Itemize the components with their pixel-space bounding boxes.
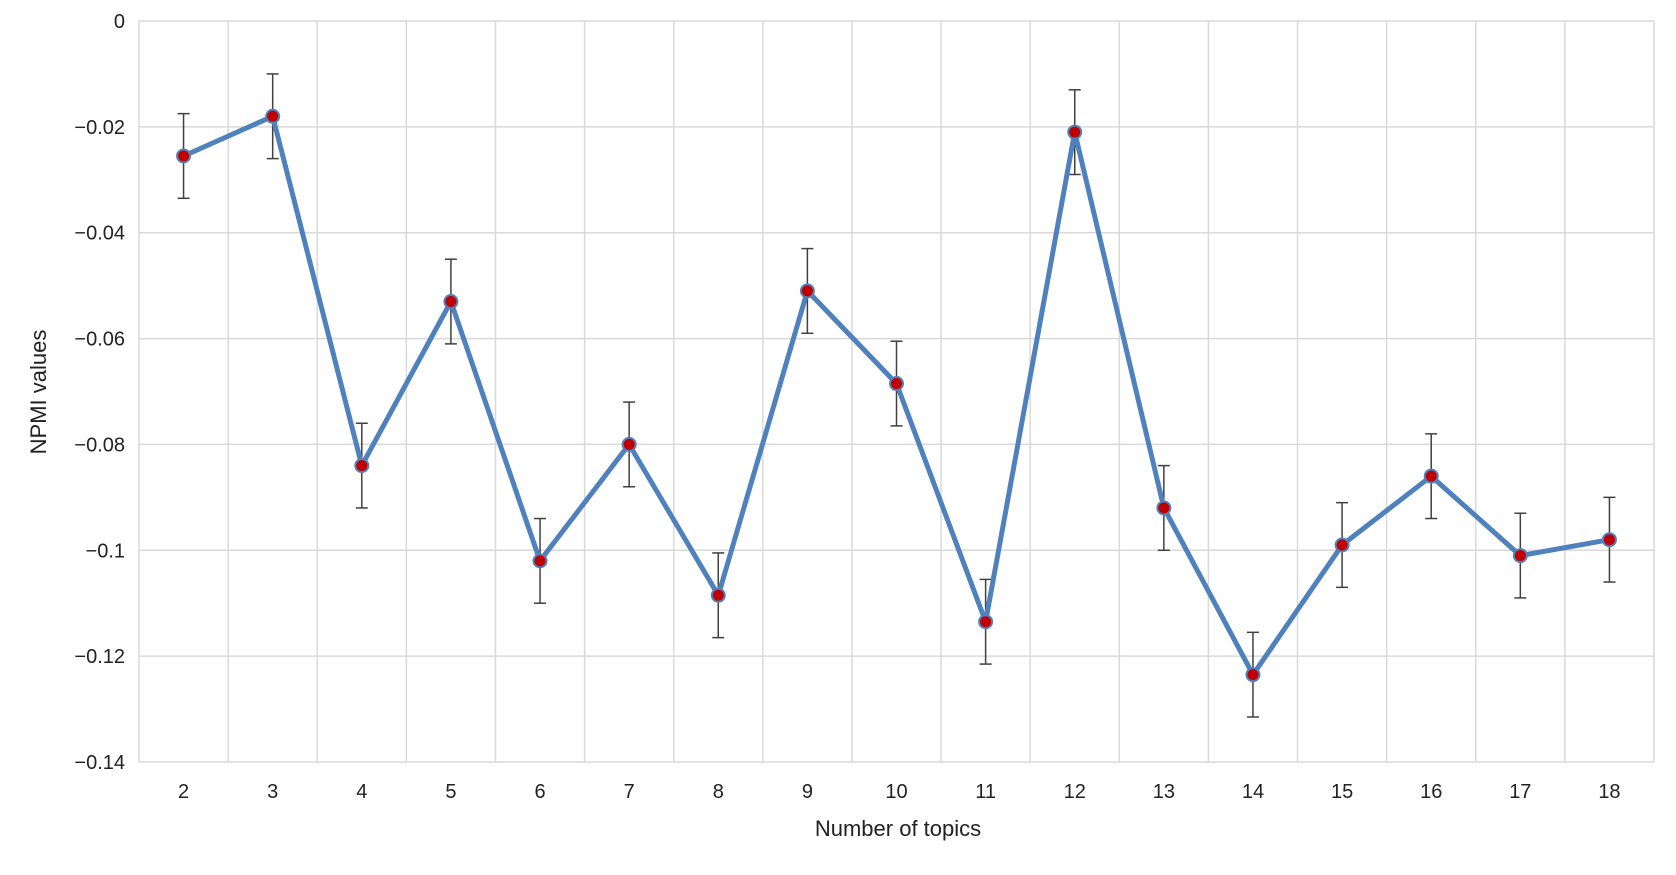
data-point <box>1156 500 1172 516</box>
y-tick-label: −0.08 <box>74 434 125 456</box>
data-point <box>710 587 726 603</box>
data-point <box>532 553 548 569</box>
x-tick-label: 13 <box>1153 781 1175 803</box>
y-tick-label: −0.12 <box>74 646 125 668</box>
x-tick-label: 6 <box>534 781 545 803</box>
data-point <box>799 283 815 299</box>
data-point <box>354 458 370 474</box>
x-axis-title: Number of topics <box>815 816 981 841</box>
y-tick-label: −0.06 <box>74 329 125 351</box>
x-tick-label: 5 <box>445 781 456 803</box>
x-tick-label: 14 <box>1242 781 1264 803</box>
data-point <box>1067 124 1083 140</box>
x-tick-label: 4 <box>356 781 367 803</box>
y-tick-label: −0.1 <box>86 540 125 562</box>
x-tick-label: 17 <box>1509 781 1531 803</box>
x-tick-label: 9 <box>802 781 813 803</box>
x-tick-label: 15 <box>1331 781 1353 803</box>
x-tick-label: 8 <box>713 781 724 803</box>
data-point <box>1512 548 1528 564</box>
data-point <box>1423 468 1439 484</box>
y-axis-ticks: 0 −0.02 −0.04 −0.06 −0.08 −0.1 −0.12 −0.14 <box>74 11 125 774</box>
data-point <box>443 294 459 310</box>
x-tick-label: 16 <box>1420 781 1442 803</box>
x-tick-label: 3 <box>267 781 278 803</box>
data-point <box>1601 532 1617 548</box>
data-point <box>1245 667 1261 683</box>
data-point <box>176 148 192 164</box>
y-tick-label: −0.14 <box>74 752 125 774</box>
y-tick-label: 0 <box>114 11 125 33</box>
data-points <box>176 108 1617 683</box>
y-tick-label: −0.02 <box>74 117 125 139</box>
data-point <box>1334 537 1350 553</box>
x-tick-label: 12 <box>1064 781 1086 803</box>
x-tick-label: 18 <box>1598 781 1620 803</box>
x-axis-ticks: 2 3 4 5 6 7 8 9 10 11 12 13 14 15 16 17 18 <box>178 781 1621 803</box>
data-point <box>889 376 904 392</box>
x-tick-label: 7 <box>624 781 635 803</box>
grid <box>138 20 1655 763</box>
data-point <box>265 108 281 124</box>
x-tick-label: 11 <box>975 781 996 803</box>
data-point <box>621 436 637 452</box>
x-tick-label: 10 <box>885 781 907 803</box>
y-tick-label: −0.04 <box>74 223 125 245</box>
data-point <box>978 614 994 630</box>
x-tick-label: 2 <box>178 781 189 803</box>
error-bars <box>177 73 1616 718</box>
y-axis-title: NPMI values <box>26 330 51 455</box>
